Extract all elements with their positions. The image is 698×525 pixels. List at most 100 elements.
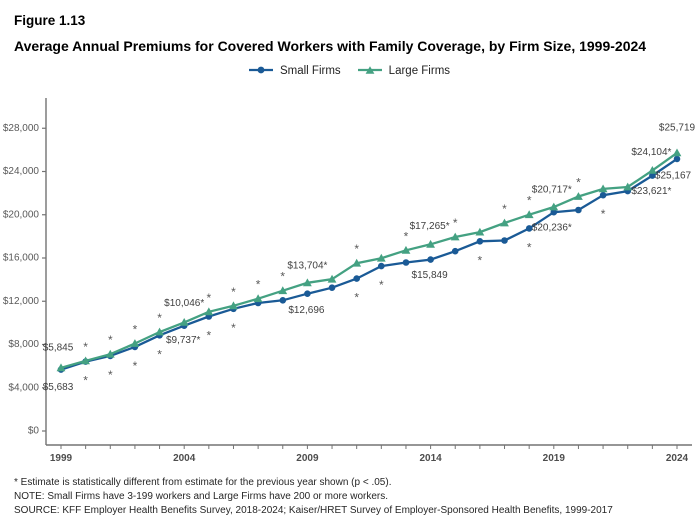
data-label: $5,845: [43, 342, 74, 353]
data-point-marker: [623, 182, 633, 191]
significance-asterisk: *: [576, 176, 581, 190]
significance-asterisk: *: [404, 229, 409, 243]
large-firms-marker-icon: [357, 62, 383, 80]
data-point-marker: [56, 363, 66, 372]
significance-asterisk: *: [108, 333, 113, 347]
legend-item-large-firms: Large Firms: [357, 62, 450, 80]
data-point-marker: [501, 237, 508, 244]
data-point-marker: [525, 225, 533, 232]
significance-asterisk: *: [231, 285, 236, 299]
series-large-firms: * * * * * * * * * * * * * * $5,845 $10,046* $13,704* $17,…: [43, 122, 696, 372]
data-point-marker: [130, 339, 140, 347]
x-tick-label: 2014: [419, 453, 442, 464]
significance-asterisk: *: [256, 278, 261, 292]
figure-number: Figure 1.13: [14, 13, 86, 28]
significance-asterisk: *: [527, 194, 532, 208]
significance-asterisk: *: [157, 311, 162, 325]
data-label: $15,849: [412, 270, 449, 281]
significance-asterisk: *: [527, 240, 532, 254]
significance-asterisk: *: [83, 374, 88, 388]
data-label: $23,621*: [631, 186, 671, 197]
figure-title: Average Annual Premiums for Covered Work…: [14, 38, 647, 54]
footnote-note: NOTE: Small Firms have 3-199 workers and…: [14, 491, 389, 502]
x-tick-label: 1999: [50, 453, 73, 464]
data-point-marker: [598, 184, 608, 193]
significance-asterisk: *: [354, 242, 359, 256]
data-point-marker: [599, 191, 607, 199]
significance-asterisk: *: [108, 368, 113, 382]
y-tick-label: $28,000: [3, 123, 40, 134]
data-point-marker: [81, 356, 90, 365]
significance-asterisk: *: [207, 329, 212, 343]
significance-asterisk: *: [83, 340, 88, 354]
data-label: $17,265*: [410, 221, 450, 232]
y-tick-label: $0: [28, 426, 40, 437]
chart-footnotes: * Estimate is statistically different fr…: [14, 476, 613, 518]
data-point-marker: [450, 232, 460, 241]
data-point-marker: [673, 155, 681, 163]
data-label: $20,717*: [532, 185, 572, 196]
data-point-marker: [550, 208, 558, 216]
data-point-marker: [649, 172, 656, 179]
x-axis: 1999 2004 2009 2014 2019 2024: [46, 444, 692, 464]
data-point-marker: [451, 247, 459, 255]
data-point-marker: [179, 318, 189, 326]
data-label: $25,167: [655, 170, 692, 181]
data-point-marker: [278, 286, 288, 295]
x-tick-label: 2019: [543, 453, 566, 464]
significance-asterisk: *: [601, 207, 606, 221]
data-point-marker: [549, 202, 559, 211]
small-firms-marker-icon: [248, 62, 274, 80]
y-axis: $0 $4,000 $8,000 $12,000 $16,000 $20,000 $24,0…: [3, 98, 47, 445]
significance-asterisk: *: [478, 253, 483, 267]
y-tick-label: $12,000: [3, 296, 40, 307]
y-tick-label: $20,000: [3, 209, 40, 220]
legend-label-large-firms: Large Firms: [388, 65, 451, 77]
significance-asterisk: *: [133, 359, 138, 373]
series-small-firms: * * * * * * * * * * * $5,683 $9,737* $12,696 $15,849 $2…: [43, 155, 692, 393]
footnote-significance: * Estimate is statistically different fr…: [14, 477, 392, 488]
series-small-firms-line: [60, 157, 678, 371]
data-label: $20,236*: [532, 223, 572, 234]
data-label: $10,046*: [164, 298, 204, 309]
data-point-marker: [378, 262, 385, 270]
data-point-marker: [253, 294, 263, 303]
significance-asterisk: *: [157, 347, 162, 361]
significance-asterisk: *: [354, 291, 359, 305]
data-point-marker: [574, 192, 583, 200]
data-point-marker: [672, 148, 682, 157]
x-tick-label: 2004: [173, 453, 196, 464]
data-point-marker: [476, 238, 484, 245]
data-point-marker: [475, 227, 485, 236]
significance-asterisk: *: [280, 270, 285, 284]
data-point-marker: [155, 327, 164, 336]
data-point-marker: [648, 166, 657, 174]
significance-asterisk: *: [502, 202, 507, 216]
series-large-firms-line: [60, 151, 678, 369]
data-label: $25,719: [659, 122, 696, 133]
data-point-marker: [327, 274, 337, 283]
data-point-marker: [204, 307, 214, 316]
data-label: $9,737*: [166, 335, 201, 346]
legend-label-small-firms: Small Firms: [279, 65, 341, 77]
data-point-marker: [105, 349, 115, 358]
data-point-marker: [401, 245, 411, 254]
data-point-marker: [500, 218, 509, 227]
significance-asterisk: *: [379, 278, 384, 292]
y-tick-label: $16,000: [3, 253, 40, 264]
data-point-marker: [352, 258, 362, 267]
data-point-marker: [524, 210, 534, 219]
x-tick-label: 2024: [666, 453, 689, 464]
data-point-marker: [427, 256, 434, 263]
significance-asterisk: *: [453, 216, 458, 230]
significance-asterisk: *: [207, 291, 212, 305]
data-point-marker: [376, 253, 386, 262]
footnote-source: SOURCE: KFF Employer Health Benefits Sur…: [14, 505, 613, 516]
y-tick-label: $8,000: [8, 339, 39, 350]
data-point-marker: [229, 301, 238, 310]
data-point-marker: [303, 278, 312, 287]
significance-asterisk: *: [133, 323, 138, 337]
data-point-marker: [402, 259, 410, 266]
